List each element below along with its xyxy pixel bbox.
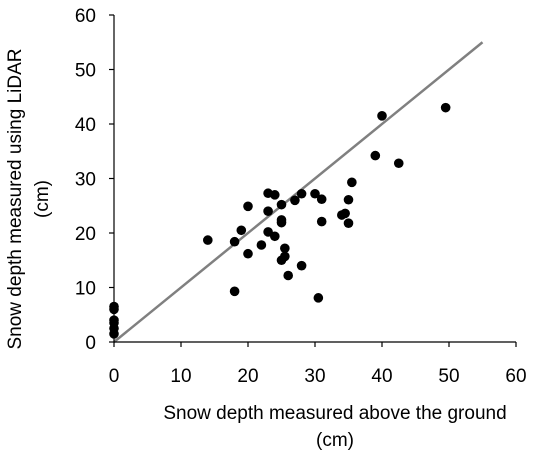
data-point: [256, 240, 267, 250]
y-tick-label: 50: [75, 61, 96, 82]
axes: [109, 14, 517, 347]
y-tick-label: 0: [85, 333, 96, 354]
data-point: [280, 243, 290, 254]
data-point: [347, 177, 357, 188]
data-point: [370, 150, 381, 161]
data-point: [236, 225, 247, 236]
x-axis-title-line2: (cm): [316, 430, 354, 451]
data-point: [243, 201, 253, 212]
data-point: [276, 215, 287, 225]
data-point: [343, 218, 354, 228]
x-tick-label: 30: [304, 366, 325, 387]
y-tick-label: 40: [75, 115, 96, 136]
data-point: [109, 301, 119, 312]
data-point: [377, 111, 387, 121]
data-point: [393, 158, 404, 169]
y-axis-title-line1: Snow depth measured using LiDAR: [5, 48, 26, 349]
x-tick-label: 20: [237, 366, 258, 387]
data-point: [310, 188, 320, 199]
data-point: [313, 293, 324, 303]
y-tick-label: 30: [75, 170, 96, 191]
x-axis-title-line1: Snow depth measured above the ground: [163, 403, 506, 424]
data-point: [296, 188, 307, 199]
data-point: [229, 286, 240, 297]
y-axis-title-line2: (cm): [32, 180, 53, 218]
data-point: [343, 194, 354, 205]
data-point: [440, 102, 451, 113]
data-point: [263, 206, 273, 216]
x-tick-label: 10: [170, 366, 191, 387]
data-point: [280, 251, 290, 262]
data-point: [270, 190, 280, 200]
data-point: [340, 208, 350, 219]
data-point: [203, 235, 213, 245]
y-tick-label: 10: [75, 279, 96, 300]
data-point: [229, 236, 240, 247]
data-point: [283, 270, 294, 281]
data-points: [109, 102, 451, 339]
data-point: [243, 248, 253, 259]
data-point: [276, 199, 287, 210]
tick-labels: 0 10 20 30 40 50 60 0 10 20 30 40 50 60: [75, 6, 527, 387]
data-point: [316, 216, 327, 227]
data-point: [109, 315, 119, 326]
y-tick-label: 20: [75, 224, 96, 245]
data-point: [296, 260, 307, 271]
x-tick-label: 0: [109, 366, 120, 387]
x-tick-label: 60: [505, 366, 526, 387]
data-point: [316, 194, 327, 205]
y-tick-label: 60: [75, 6, 96, 27]
data-point: [290, 195, 300, 206]
x-tick-label: 50: [438, 366, 459, 387]
data-point: [270, 231, 280, 242]
x-tick-label: 40: [371, 366, 392, 387]
